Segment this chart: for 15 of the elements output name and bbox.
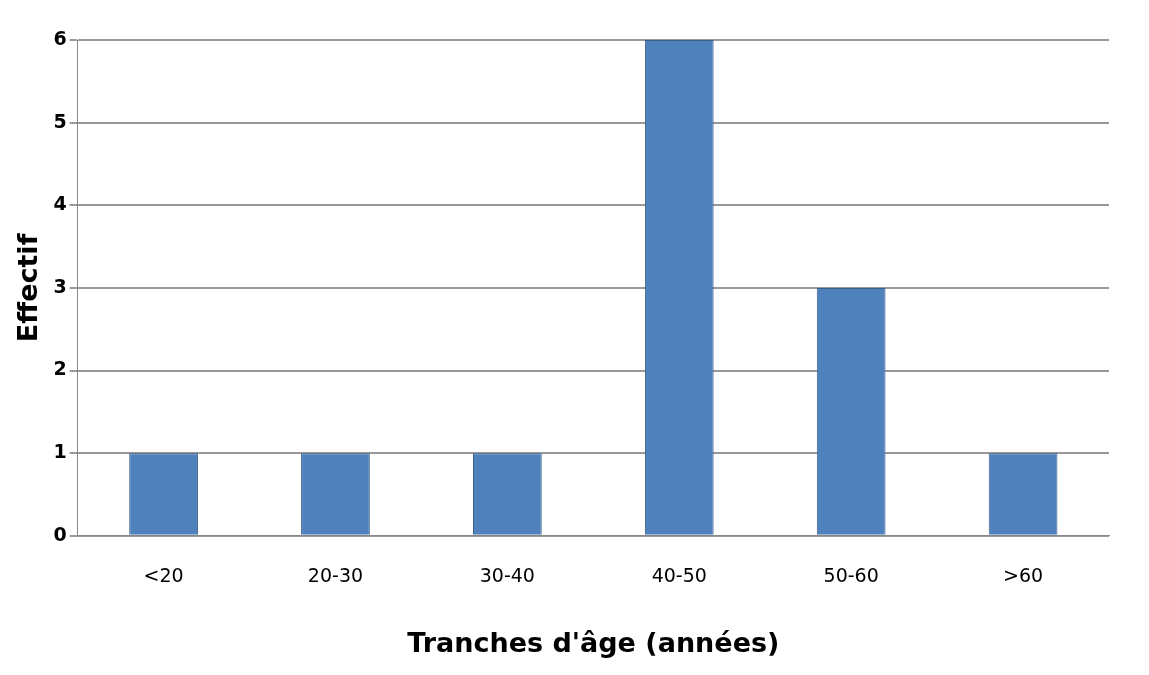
y-tick-label: 5 [53,109,67,132]
y-tick-label: 0 [53,522,67,545]
y-tick-label: 1 [53,440,67,463]
y-tick-label: 2 [53,357,67,380]
y-tick-label: 3 [53,274,67,297]
x-tick-label: 30-40 [479,564,535,587]
x-axis-title: Tranches d'âge (années) [407,626,780,658]
x-tick-label: 20-30 [307,564,364,587]
y-tick-label: 6 [53,26,67,49]
x-tick-label: 40-50 [651,564,707,587]
x-tick-label: >60 [1003,564,1044,587]
y-axis-title: Effectif [12,233,44,343]
x-tick-label: 50-60 [823,564,879,587]
x-tick-label: <20 [143,564,184,587]
y-tick-label: 4 [53,192,67,215]
